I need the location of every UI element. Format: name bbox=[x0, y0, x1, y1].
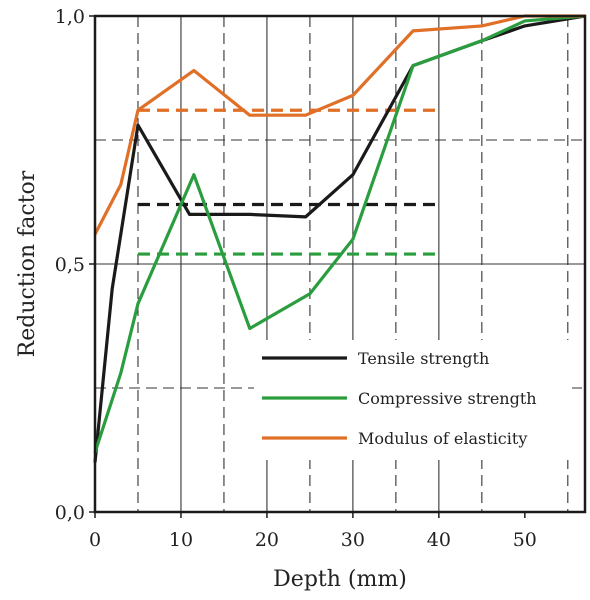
y-tick-label: 1,0 bbox=[55, 6, 85, 28]
data-point-series-2 bbox=[304, 114, 307, 117]
legend-label-2: Modulus of elasticity bbox=[358, 429, 527, 448]
ticks: 0 10 20 30 40 50 0,0 0,5 1,0 bbox=[55, 6, 537, 551]
data-point-series-1 bbox=[248, 327, 251, 330]
data-point-series-0 bbox=[523, 24, 527, 28]
data-point-series-0 bbox=[110, 287, 114, 290]
data-point-series-1 bbox=[351, 238, 355, 241]
average-lines bbox=[137, 108, 439, 256]
y-tick-label: 0,0 bbox=[55, 502, 85, 524]
data-point-series-2 bbox=[351, 94, 355, 97]
data-point-series-0 bbox=[248, 213, 251, 216]
y-tick-label: 0,5 bbox=[55, 254, 85, 276]
x-tick-label: 0 bbox=[89, 529, 101, 551]
data-point-series-1 bbox=[523, 19, 527, 23]
x-tick-label: 30 bbox=[341, 529, 365, 551]
legend: Tensile strength Compressive strength Modu… bbox=[262, 349, 537, 448]
data-point-series-0 bbox=[188, 213, 191, 216]
data-point-series-0 bbox=[351, 173, 355, 176]
data-point-series-1 bbox=[136, 302, 140, 305]
series-lines bbox=[93, 14, 587, 464]
y-axis-label: Reduction factor bbox=[15, 170, 40, 357]
data-point-series-0 bbox=[136, 123, 140, 127]
data-point-series-2 bbox=[248, 114, 251, 117]
legend-label-1: Compressive strength bbox=[358, 389, 537, 408]
data-point-series-1 bbox=[308, 292, 312, 295]
x-tick-label: 50 bbox=[513, 529, 537, 551]
x-axis-label: Depth (mm) bbox=[273, 567, 407, 592]
data-point-series-2 bbox=[411, 29, 415, 33]
data-point-series-2 bbox=[480, 24, 484, 28]
x-tick-label: 10 bbox=[169, 529, 193, 551]
data-point-series-2 bbox=[192, 69, 196, 72]
x-tick-label: 20 bbox=[255, 529, 279, 551]
data-point-series-2 bbox=[136, 109, 140, 112]
series-line-2 bbox=[93, 14, 585, 235]
data-point-series-1 bbox=[119, 371, 122, 375]
data-point-series-1 bbox=[192, 173, 196, 176]
data-point-series-2 bbox=[119, 183, 122, 186]
data-point-series-1 bbox=[411, 64, 415, 67]
data-point-series-0 bbox=[304, 215, 307, 219]
legend-label-0: Tensile strength bbox=[358, 349, 489, 368]
data-point-series-1 bbox=[480, 39, 484, 42]
legend-background bbox=[254, 340, 572, 460]
x-tick-label: 40 bbox=[427, 529, 451, 551]
